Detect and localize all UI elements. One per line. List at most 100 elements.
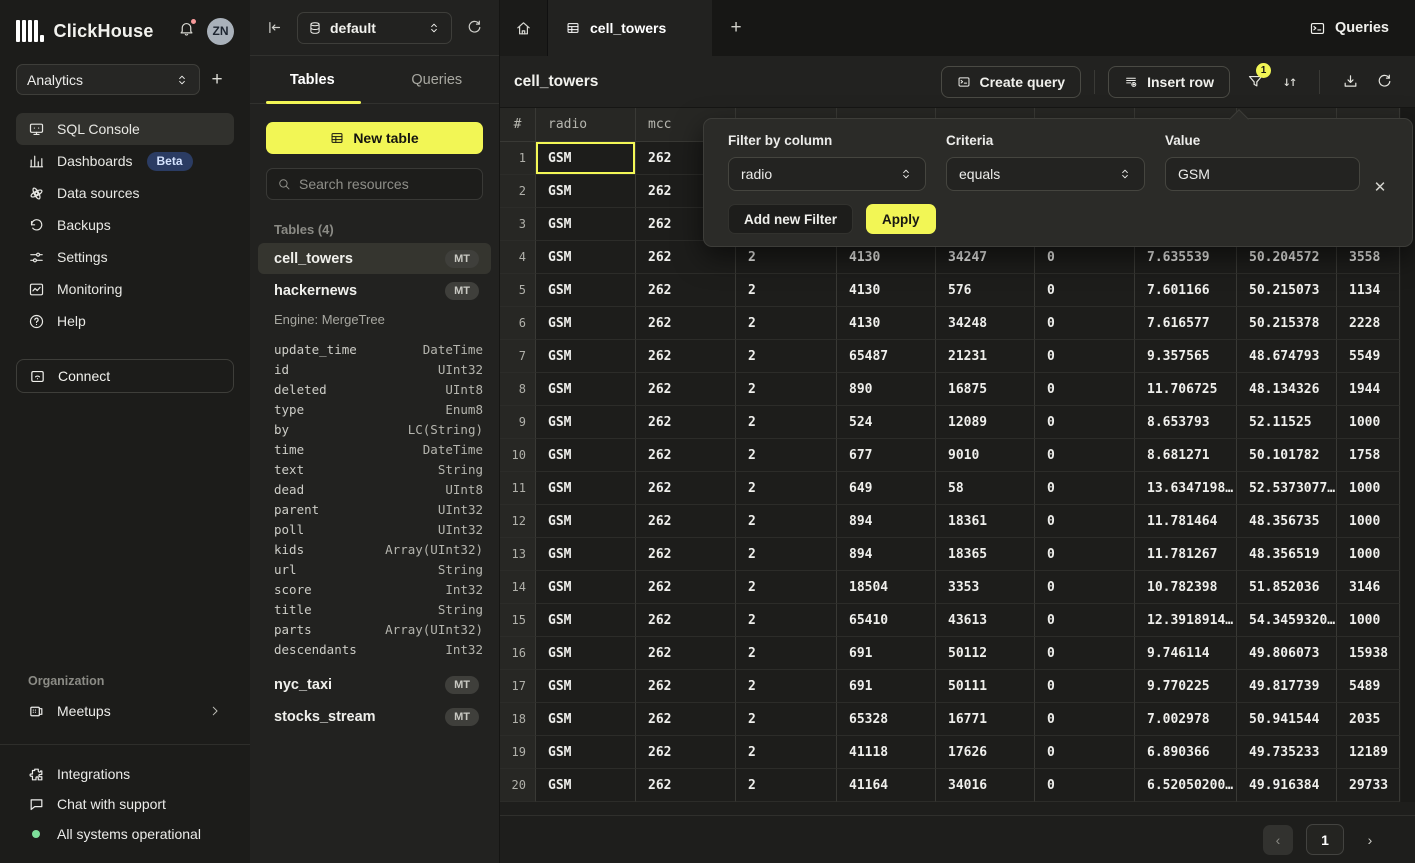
table-cell[interactable]: 51.852036 — [1237, 571, 1337, 604]
table-cell[interactable]: 49.817739 — [1237, 670, 1337, 703]
search-resources[interactable] — [266, 168, 483, 200]
table-cell[interactable]: 2 — [736, 538, 837, 571]
table-cell[interactable]: 50.215073 — [1237, 274, 1337, 307]
column-header[interactable]: # — [500, 108, 536, 142]
table-cell[interactable]: 34248 — [936, 307, 1035, 340]
sidebar-item-integrations[interactable]: Integrations — [16, 759, 234, 789]
table-cell[interactable]: GSM — [536, 340, 636, 373]
table-cell[interactable]: 65487 — [837, 340, 936, 373]
table-cell[interactable]: 49.916384 — [1237, 769, 1337, 802]
refresh-tables-button[interactable] — [466, 19, 483, 36]
table-cell[interactable]: 524 — [837, 406, 936, 439]
table-cell[interactable]: 2 — [736, 340, 837, 373]
table-cell[interactable]: 262 — [636, 406, 736, 439]
table-cell[interactable]: 9.746114 — [1135, 637, 1237, 670]
notifications-button[interactable] — [178, 17, 198, 42]
apply-filter-button[interactable]: Apply — [866, 204, 936, 234]
table-cell[interactable]: 11.706725 — [1135, 373, 1237, 406]
database-select[interactable]: default — [297, 11, 452, 44]
table-cell[interactable]: 1758 — [1337, 439, 1400, 472]
table-item-nyc-taxi[interactable]: nyc_taxi MT — [258, 669, 491, 700]
table-cell[interactable]: 54.3459320… — [1237, 604, 1337, 637]
sidebar-item-monitoring[interactable]: Monitoring — [16, 273, 234, 305]
table-cell[interactable]: GSM — [536, 571, 636, 604]
table-cell[interactable]: 0 — [1035, 307, 1135, 340]
table-cell[interactable]: 48.674793 — [1237, 340, 1337, 373]
sidebar-item-chat-support[interactable]: Chat with support — [16, 789, 234, 819]
table-cell[interactable]: 0 — [1035, 505, 1135, 538]
table-cell[interactable]: 0 — [1035, 769, 1135, 802]
table-cell[interactable]: GSM — [536, 637, 636, 670]
table-cell[interactable]: 1944 — [1337, 373, 1400, 406]
table-cell[interactable]: GSM — [536, 142, 636, 175]
table-cell[interactable]: 262 — [636, 307, 736, 340]
table-cell[interactable]: 4130 — [837, 274, 936, 307]
table-cell[interactable]: 48.356519 — [1237, 538, 1337, 571]
table-cell[interactable]: 2 — [736, 472, 837, 505]
sort-button[interactable]: ↓↑ — [1272, 66, 1306, 98]
table-cell[interactable]: GSM — [536, 769, 636, 802]
table-cell[interactable]: 7.002978 — [1135, 703, 1237, 736]
table-cell[interactable]: 34016 — [936, 769, 1035, 802]
table-cell[interactable]: 2228 — [1337, 307, 1400, 340]
table-cell[interactable]: 4130 — [837, 307, 936, 340]
table-cell[interactable]: GSM — [536, 505, 636, 538]
table-cell[interactable]: 52.11525 — [1237, 406, 1337, 439]
table-cell[interactable]: 262 — [636, 274, 736, 307]
table-cell[interactable]: 262 — [636, 637, 736, 670]
table-cell[interactable]: 0 — [1035, 604, 1135, 637]
table-cell[interactable]: 2 — [736, 637, 837, 670]
table-cell[interactable]: 12.3918914… — [1135, 604, 1237, 637]
filter-button[interactable]: 1 — [1238, 62, 1272, 98]
table-cell[interactable]: 11.781464 — [1135, 505, 1237, 538]
sidebar-item-backups[interactable]: Backups — [16, 209, 234, 241]
table-item-stocks-stream[interactable]: stocks_stream MT — [258, 701, 491, 732]
table-cell[interactable]: 12189 — [1337, 736, 1400, 769]
table-cell[interactable]: 9010 — [936, 439, 1035, 472]
sidebar-item-sql-console[interactable]: SQL Console — [16, 113, 234, 145]
table-cell[interactable]: 52.5373077… — [1237, 472, 1337, 505]
table-cell[interactable]: GSM — [536, 472, 636, 505]
table-cell[interactable]: 7.616577 — [1135, 307, 1237, 340]
table-cell[interactable]: GSM — [536, 241, 636, 274]
table-cell[interactable]: GSM — [536, 703, 636, 736]
sidebar-item-settings[interactable]: Settings — [16, 241, 234, 273]
table-cell[interactable]: 262 — [636, 472, 736, 505]
prev-page-button[interactable]: ‹ — [1263, 824, 1293, 855]
table-cell[interactable]: 262 — [636, 340, 736, 373]
table-cell[interactable]: 8.653793 — [1135, 406, 1237, 439]
table-cell[interactable]: 2 — [736, 670, 837, 703]
add-workspace-button[interactable]: + — [211, 68, 223, 90]
table-cell[interactable]: 262 — [636, 769, 736, 802]
table-cell[interactable]: GSM — [536, 307, 636, 340]
table-cell[interactable]: 43613 — [936, 604, 1035, 637]
table-cell[interactable]: 2 — [736, 274, 837, 307]
tab-cell-towers[interactable]: cell_towers — [548, 0, 712, 56]
table-cell[interactable]: 262 — [636, 703, 736, 736]
table-cell[interactable]: 262 — [636, 538, 736, 571]
table-cell[interactable]: 1000 — [1337, 472, 1400, 505]
remove-filter-button[interactable]: ✕ — [1373, 179, 1387, 196]
table-cell[interactable]: 890 — [837, 373, 936, 406]
table-item-hackernews[interactable]: hackernews MT — [258, 275, 491, 306]
table-cell[interactable]: 1000 — [1337, 604, 1400, 637]
table-cell[interactable]: 262 — [636, 604, 736, 637]
table-cell[interactable]: GSM — [536, 373, 636, 406]
table-cell[interactable]: 6.52050200… — [1135, 769, 1237, 802]
avatar[interactable]: ZN — [207, 17, 234, 45]
table-cell[interactable]: 649 — [837, 472, 936, 505]
table-cell[interactable]: 262 — [636, 505, 736, 538]
add-new-filter-button[interactable]: Add new Filter — [728, 204, 854, 234]
table-cell[interactable]: 5549 — [1337, 340, 1400, 373]
table-cell[interactable]: 50.101782 — [1237, 439, 1337, 472]
table-cell[interactable]: 65328 — [837, 703, 936, 736]
table-cell[interactable]: 48.134326 — [1237, 373, 1337, 406]
table-cell[interactable]: 677 — [837, 439, 936, 472]
table-cell[interactable]: 262 — [636, 439, 736, 472]
table-cell[interactable]: GSM — [536, 208, 636, 241]
table-cell[interactable]: 7.601166 — [1135, 274, 1237, 307]
system-status[interactable]: All systems operational — [16, 819, 234, 849]
table-cell[interactable]: 691 — [837, 637, 936, 670]
table-cell[interactable]: 576 — [936, 274, 1035, 307]
table-cell[interactable]: 2 — [736, 571, 837, 604]
